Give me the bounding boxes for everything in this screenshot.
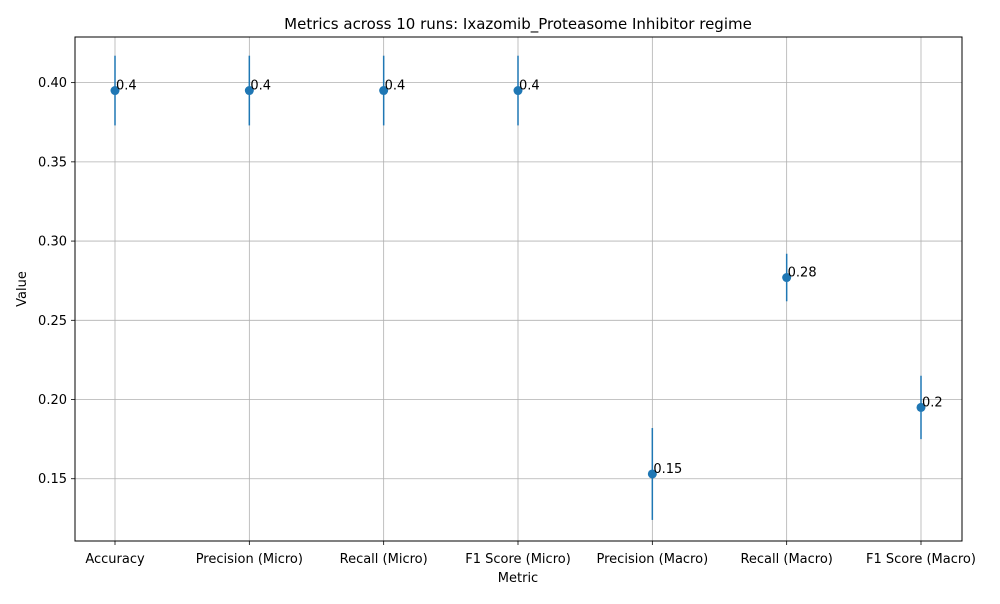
y-tick-label: 0.30 bbox=[38, 235, 67, 250]
x-tick-label: F1 Score (Micro) bbox=[465, 552, 571, 567]
data-point bbox=[916, 402, 926, 412]
y-tick-label: 0.15 bbox=[38, 472, 67, 487]
data-point bbox=[110, 86, 120, 96]
data-labels: 0.4 0.4 0.4 0.4 0.15 0.28 0.2 bbox=[116, 79, 943, 477]
y-tick-label: 0.20 bbox=[38, 393, 67, 408]
data-points bbox=[110, 86, 926, 479]
data-label: 0.4 bbox=[116, 79, 137, 94]
data-point bbox=[244, 86, 254, 96]
x-tick-label: F1 Score (Macro) bbox=[866, 552, 976, 567]
data-point bbox=[513, 86, 523, 96]
y-axis-label: Value bbox=[15, 271, 30, 307]
y-tick-label: 0.35 bbox=[38, 155, 67, 170]
data-point bbox=[782, 273, 792, 283]
x-tick-label: Precision (Macro) bbox=[597, 552, 709, 567]
y-tick-label: 0.25 bbox=[38, 314, 67, 329]
data-label: 0.4 bbox=[250, 79, 271, 94]
y-axis-ticks: 0.15 0.20 0.25 0.30 0.35 0.40 bbox=[38, 76, 75, 487]
x-axis-label: Metric bbox=[498, 571, 538, 586]
x-axis-ticks: Accuracy Precision (Micro) Recall (Micro) F… bbox=[85, 541, 976, 567]
data-label: 0.2 bbox=[922, 395, 943, 410]
x-tick-label: Recall (Macro) bbox=[740, 552, 832, 567]
y-tick-label: 0.40 bbox=[38, 76, 67, 91]
plot-frame bbox=[74, 36, 963, 542]
x-tick-label: Precision (Micro) bbox=[196, 552, 303, 567]
data-point bbox=[647, 469, 657, 479]
chart-title: Metrics across 10 runs: Ixazomib_Proteas… bbox=[284, 15, 752, 34]
data-label: 0.28 bbox=[788, 266, 817, 281]
data-label: 0.4 bbox=[519, 79, 540, 94]
data-point bbox=[379, 86, 389, 96]
data-label: 0.15 bbox=[653, 462, 682, 477]
x-tick-label: Accuracy bbox=[85, 552, 145, 567]
data-label: 0.4 bbox=[385, 79, 406, 94]
x-tick-label: Recall (Micro) bbox=[340, 552, 428, 567]
